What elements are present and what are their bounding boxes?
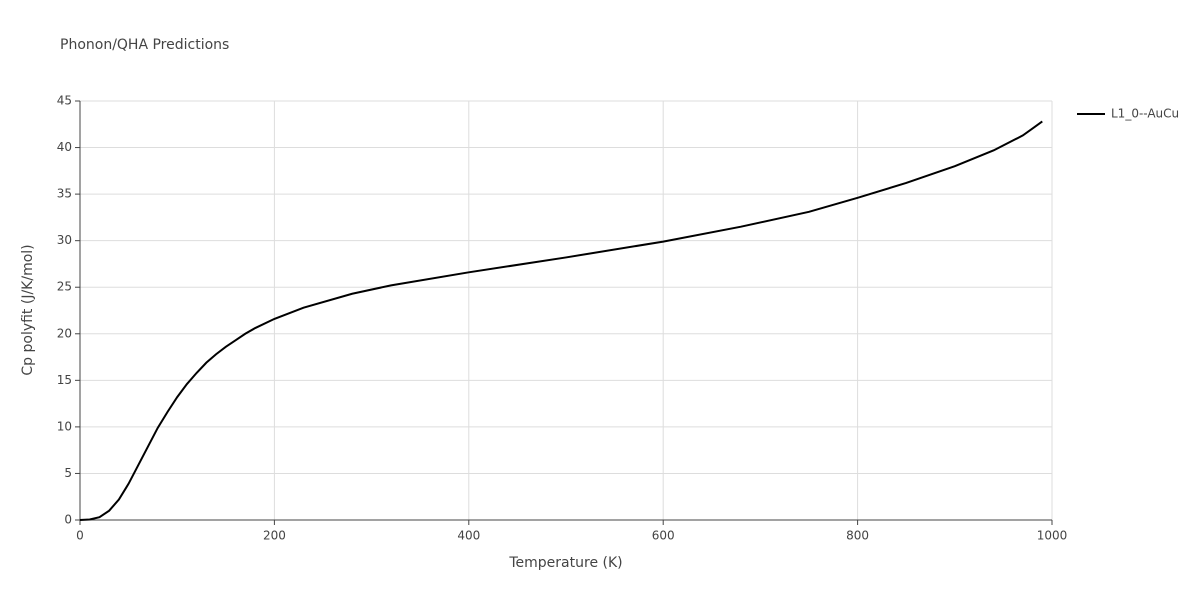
legend-label: L1_0--AuCu	[1111, 107, 1179, 121]
chart-title: Phonon/QHA Predictions	[60, 37, 229, 53]
x-tick-label: 200	[263, 529, 286, 543]
x-tick-label: 0	[76, 529, 84, 543]
data-line	[79, 120, 1043, 521]
x-tick-label: 400	[457, 529, 480, 543]
x-tick-label: 600	[652, 529, 675, 543]
y-tick-label: 35	[57, 187, 72, 201]
x-tick-label: 800	[846, 529, 869, 543]
plot-area	[79, 120, 1043, 521]
y-tick-label: 15	[57, 373, 72, 387]
y-axis-title: Cp polyfit (J/K/mol)	[20, 244, 36, 375]
x-axis-title: Temperature (K)	[508, 555, 622, 571]
x-tick-label: 1000	[1037, 529, 1068, 543]
y-tick-label: 20	[57, 326, 72, 340]
y-tick-label: 30	[57, 233, 72, 247]
y-tick-label: 40	[57, 140, 72, 154]
legend: L1_0--AuCu	[1077, 107, 1179, 121]
y-tick-label: 10	[57, 419, 72, 433]
y-tick-label: 0	[64, 513, 72, 527]
y-tick-label: 25	[57, 280, 72, 294]
y-tick-label: 5	[64, 466, 72, 480]
grid: 0 200 400 600 800 1000 0 5 10 15 20 25 30 35 40 45	[57, 94, 1068, 543]
y-tick-label: 45	[57, 94, 72, 108]
